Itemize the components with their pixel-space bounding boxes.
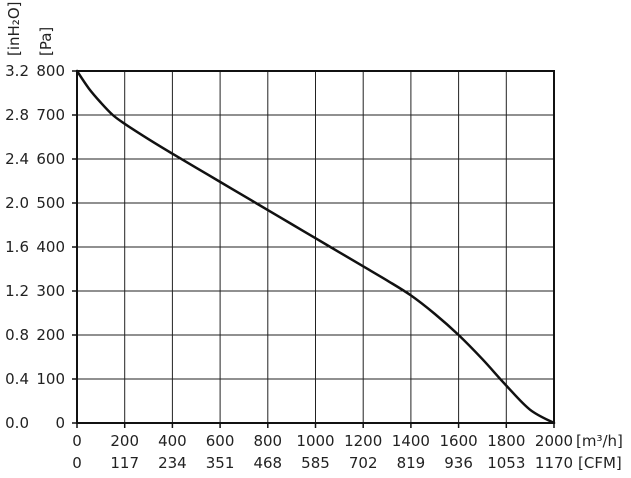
pressure-flow-curve [75,69,556,425]
y-tick-label-primary: 400 [36,238,65,256]
x-tick-label-secondary: 585 [301,454,330,472]
x-axis-secondary-ticks: 0 117 234 351 468 585 702 819 936 1053 1170 [72,454,573,472]
x-tick-label-secondary: 468 [253,454,282,472]
x-tick-label-secondary: 819 [397,454,426,472]
y-tick-label-secondary: 0.8 [5,326,29,344]
x-tick-label-primary: 600 [206,432,235,450]
x-tick-label-primary: 2000 [535,432,573,450]
y-tick-label-primary: 500 [36,194,65,212]
y-tick-label-secondary: 2.8 [5,106,29,124]
y-tick-label-secondary: 1.2 [5,282,29,300]
curve-layer [75,69,556,425]
x-tick-label-primary: 1400 [392,432,430,450]
y-axis-primary-unit: [Pa] [37,27,55,56]
x-tick-label-secondary: 0 [72,454,82,472]
x-tick-label-secondary: 234 [158,454,187,472]
y-tick-label-primary: 300 [36,282,65,300]
y-axis-secondary-ticks: 0.0 0.4 0.8 1.2 1.6 2.0 2.4 2.8 3.2 [5,62,29,432]
x-tick-label-primary: 800 [253,432,282,450]
y-axis-primary-ticks: 0 100 200 300 400 500 600 700 800 [36,62,65,432]
x-tick-label-primary: 1800 [487,432,525,450]
x-tick-label-secondary: 936 [444,454,473,472]
x-tick-label-primary: 200 [110,432,139,450]
x-tick-label-secondary: 1053 [487,454,525,472]
y-tick-label-secondary: 0.0 [5,414,29,432]
y-tick-label-secondary: 2.4 [5,150,29,168]
x-tick-label-secondary: 702 [349,454,378,472]
x-axis-primary-unit: [m³/h] [576,432,623,450]
y-tick-label-secondary: 1.6 [5,238,29,256]
y-tick-label-secondary: 0.4 [5,370,29,388]
grid [72,70,555,428]
x-axis-secondary-unit: [CFM] [578,454,622,472]
y-tick-label-secondary: 3.2 [5,62,29,80]
y-axis-secondary-unit: [inH₂O] [5,2,23,56]
plot-frame [76,70,555,424]
y-tick-label-secondary: 2.0 [5,194,29,212]
x-tick-label-secondary: 351 [206,454,235,472]
x-tick-label-primary: 1000 [296,432,334,450]
x-tick-label-primary: 400 [158,432,187,450]
y-tick-label-primary: 600 [36,150,65,168]
y-tick-label-primary: 0 [55,414,65,432]
x-tick-label-primary: 1200 [344,432,382,450]
x-tick-label-secondary: 1170 [535,454,573,472]
x-tick-label-primary: 1600 [440,432,478,450]
y-tick-label-primary: 700 [36,106,65,124]
y-tick-label-primary: 100 [36,370,65,388]
x-tick-label-secondary: 117 [110,454,139,472]
x-axis-primary-ticks: 0 200 400 600 800 1000 1200 1400 1600 1800 2000 [72,432,573,450]
y-tick-label-primary: 800 [36,62,65,80]
y-tick-label-primary: 200 [36,326,65,344]
x-tick-label-primary: 0 [72,432,82,450]
